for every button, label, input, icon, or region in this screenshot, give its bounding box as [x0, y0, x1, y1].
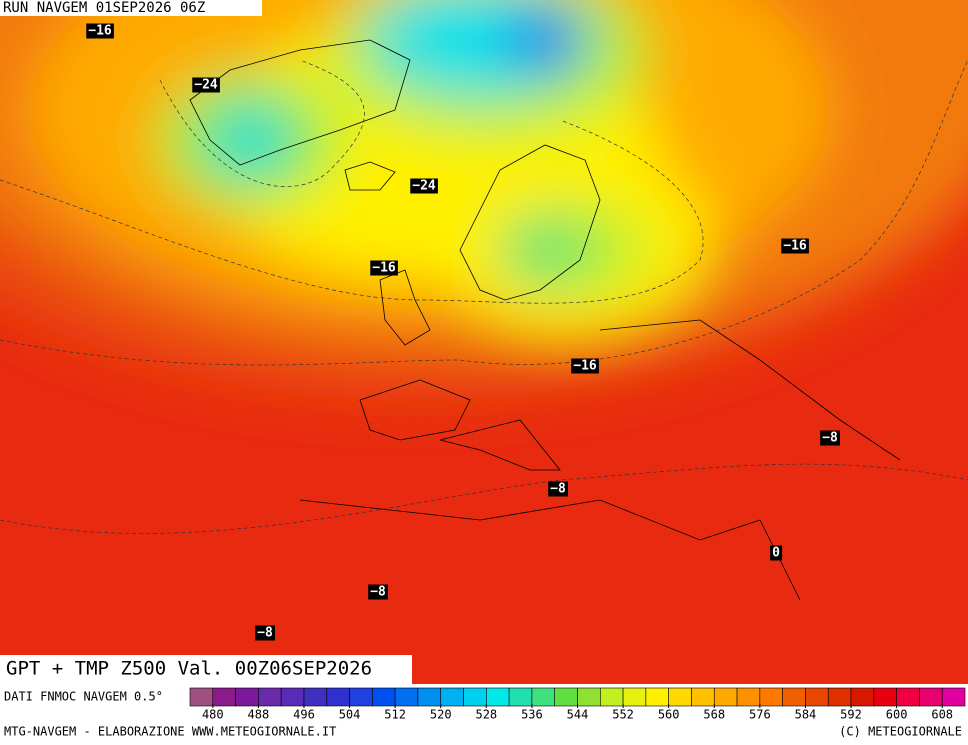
- map: [0, 0, 968, 684]
- contour-label-box: [770, 545, 783, 561]
- colorbar-swatch: [577, 687, 601, 707]
- colorbar-label: 520: [430, 708, 452, 722]
- contour-label-box: [86, 23, 114, 39]
- colorbar-swatch: [736, 687, 761, 707]
- colorbar-swatch: [394, 687, 419, 707]
- colorbar-label: 568: [703, 708, 725, 722]
- isotherms: [0, 59, 968, 534]
- colorbar-label: 480: [202, 708, 224, 722]
- footer-right: (C) METEOGIORNALE: [839, 725, 962, 739]
- contour-label-box: [192, 77, 220, 93]
- colorbar-swatch: [896, 687, 920, 707]
- colorbar-label: 560: [658, 708, 680, 722]
- contour-label: −16: [573, 359, 597, 374]
- colorbar-swatch: [303, 687, 328, 707]
- colorbar-swatch: [417, 687, 442, 707]
- footer-left: MTG-NAVGEM - ELABORAZIONE WWW.METEOGIORN…: [4, 725, 336, 739]
- colorbar-swatch: [599, 687, 624, 707]
- colorbar-swatch: [372, 687, 396, 707]
- title-box: [0, 655, 412, 684]
- contour-label: −8: [370, 585, 386, 600]
- contour-label-box: [781, 238, 809, 254]
- colorbar-swatch: [850, 687, 875, 707]
- colorbar-swatch: [349, 687, 373, 707]
- contour-label: −16: [372, 261, 396, 276]
- colorbar-swatch: [827, 687, 852, 707]
- colorbar-label: 576: [749, 708, 771, 722]
- contour-label: 0: [772, 546, 780, 561]
- map-title: GPT + TMP Z500 Val. 00Z06SEP2026: [6, 658, 372, 680]
- colorbar-swatch: [919, 687, 943, 707]
- legend-source: DATI FNMOC NAVGEM 0.5°: [4, 690, 163, 704]
- contour-label: −16: [783, 239, 807, 254]
- colorbar-swatch: [941, 687, 966, 707]
- contour-label-box: [370, 260, 398, 276]
- colorbar-swatch: [759, 687, 783, 707]
- contour-label-box: [368, 584, 388, 600]
- contour-label: −24: [412, 179, 436, 194]
- contour-labels: −16 −24 −24 −16 −16 −16 −8 −8 0 −8 −8: [86, 23, 840, 641]
- contour-label-box: [820, 430, 840, 446]
- colorbar-swatch: [463, 687, 487, 707]
- colorbar-swatch: [645, 687, 669, 707]
- colorbar-label: 600: [886, 708, 908, 722]
- colorbar-label: 552: [612, 708, 634, 722]
- colorbar-label: 512: [384, 708, 406, 722]
- contour-label-box: [571, 358, 599, 374]
- contour-label: −8: [822, 431, 838, 446]
- contour-label: −24: [194, 78, 218, 93]
- contour-label: −8: [257, 626, 273, 641]
- colorbar-label: 584: [795, 708, 817, 722]
- colorbar-swatch: [189, 687, 214, 707]
- colorbar-swatch: [782, 687, 806, 707]
- colorbar-swatch: [235, 687, 259, 707]
- colorbar-swatch: [212, 687, 236, 707]
- coastlines: [189, 39, 901, 601]
- colorbar-swatch: [508, 687, 533, 707]
- colorbar-swatch: [713, 687, 738, 707]
- colorbar-swatch: [531, 687, 556, 707]
- colorbar-label: 544: [567, 708, 589, 722]
- colorbar-label: 592: [840, 708, 862, 722]
- colorbar-swatch: [668, 687, 692, 707]
- colorbar-swatch: [554, 687, 578, 707]
- colorbar-label: 496: [293, 708, 315, 722]
- contour-label-box: [255, 625, 275, 641]
- colorbar-swatch: [873, 687, 897, 707]
- colorbar-label: 528: [475, 708, 497, 722]
- colorbar-label: 536: [521, 708, 543, 722]
- colorbar-swatch: [280, 687, 305, 707]
- contour-label: −16: [88, 24, 112, 39]
- colorbar-swatch: [258, 687, 282, 707]
- colorbar-swatch: [326, 687, 350, 707]
- colorbar-swatch: [486, 687, 510, 707]
- colorbar-swatch: [622, 687, 647, 707]
- contour-label: −8: [550, 482, 566, 497]
- colorbar-label: 608: [931, 708, 953, 722]
- header-box: [0, 0, 262, 16]
- colorbar-swatch: [440, 687, 464, 707]
- contour-label-box: [410, 178, 438, 194]
- contour-label-box: [548, 481, 568, 497]
- colorbar: 480 488 496 504 512 520 528 536 544 552 560 568 576 5…: [189, 687, 966, 722]
- colorbar-swatch: [805, 687, 829, 707]
- run-label: RUN NAVGEM 01SEP2026 06Z: [3, 0, 205, 16]
- colorbar-label: 504: [339, 708, 361, 722]
- colorbar-swatch: [691, 687, 715, 707]
- colorbar-label: 488: [248, 708, 270, 722]
